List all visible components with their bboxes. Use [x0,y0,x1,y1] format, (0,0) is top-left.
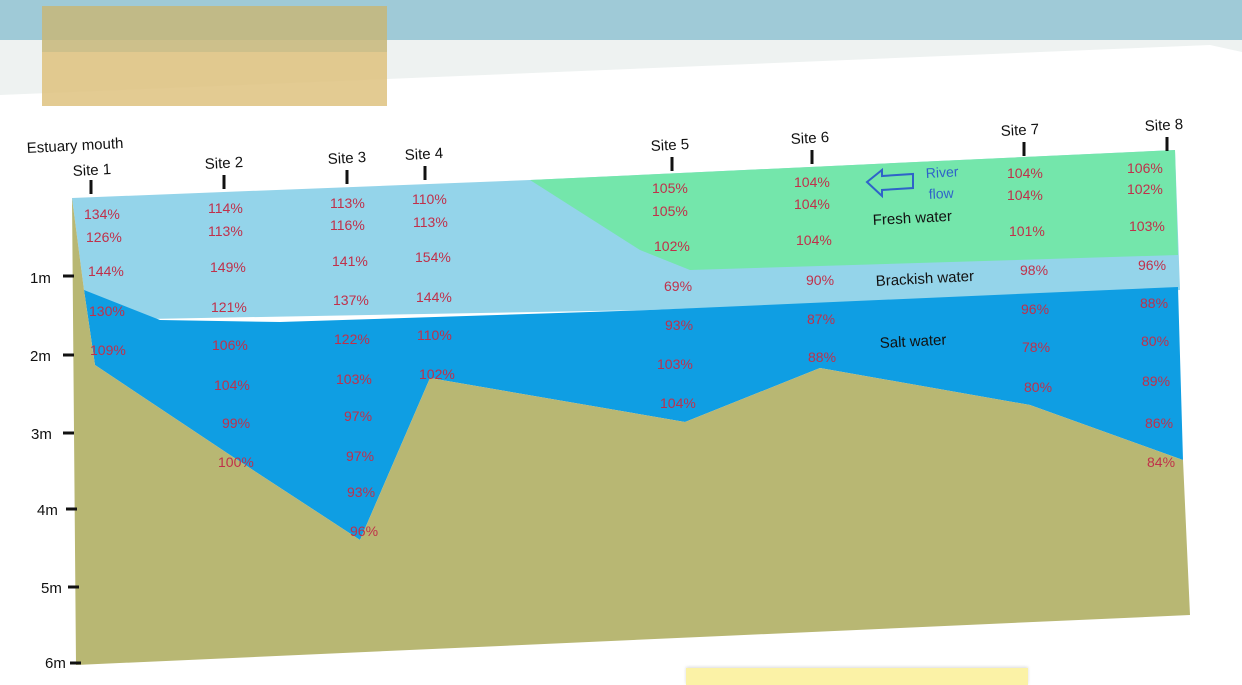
reading: 87% [807,311,835,327]
reading: 103% [1129,218,1165,234]
site-markers: Estuary mouth Site 1 Site 2 Site 3 Site … [26,116,1184,194]
reading: 113% [208,223,243,239]
reading: 90% [806,272,834,288]
site-label-8: Site 8 [1144,116,1183,135]
reading: 104% [1007,165,1043,181]
site-label-6: Site 6 [790,129,829,148]
reading: 89% [1142,373,1170,389]
masking-tape [42,6,387,106]
site-label-2: Site 2 [204,154,243,173]
reading: 105% [652,180,688,196]
depth-label-2m: 2m [30,348,51,365]
reading: 88% [1140,295,1168,311]
left-arrow-icon [865,167,914,199]
site-label-1: Site 1 [72,161,111,180]
depth-label-4m: 4m [37,502,58,519]
salt-water-label: Salt water [879,332,947,352]
reading: 99% [222,415,250,431]
brackish-water-label: Brackish water [875,268,974,290]
reading: 69% [664,278,692,294]
reading: 101% [1009,223,1045,239]
reading: 154% [415,249,451,265]
reading: 104% [794,196,830,212]
sticky-note [686,668,1028,685]
reading: 104% [794,174,830,190]
estuary-mouth-label: Estuary mouth [26,135,123,157]
reading: 126% [86,229,122,245]
depth-label-5m: 5m [41,580,62,597]
sediment-region [72,198,1190,665]
reading: 80% [1024,379,1052,395]
site-label-5: Site 5 [650,136,689,155]
reading: 113% [330,195,365,211]
site-label-3: Site 3 [327,149,366,168]
reading: 110% [412,191,447,207]
reading: 104% [1007,187,1043,203]
reading: 104% [214,377,250,393]
reading: 98% [1020,262,1048,278]
reading: 103% [336,371,372,387]
readings: 134% 126% 144% 130% 109% 114% 113% 149% … [84,160,1175,539]
reading: 96% [1138,257,1166,273]
river-flow-indicator: River flow [865,163,959,202]
depth-label-1m: 1m [30,270,51,287]
salt-water-region [84,287,1183,540]
reading: 116% [330,217,365,233]
reading: 105% [652,203,688,219]
depth-axis: 1m 2m 3m 4m 5m 6m [30,270,81,672]
reading: 144% [88,263,124,279]
reading: 100% [218,454,254,470]
fresh-water-label: Fresh water [872,208,952,229]
reading: 149% [210,259,246,275]
reading: 137% [333,292,369,308]
reading: 114% [208,200,243,216]
reading: 80% [1141,333,1169,349]
site-label-4: Site 4 [404,145,443,164]
reading: 97% [344,408,372,424]
fresh-water-region [530,150,1178,270]
river-flow-label-line2: flow [928,185,955,202]
reading: 109% [90,342,126,358]
reading: 141% [332,253,368,269]
reading: 84% [1147,454,1175,470]
reading: 103% [657,356,693,372]
depth-label-3m: 3m [31,426,52,443]
reading: 102% [654,238,690,254]
reading: 78% [1022,339,1050,355]
reading: 86% [1145,415,1173,431]
reading: 144% [416,289,452,305]
reading: 113% [413,214,448,230]
reading: 130% [89,303,125,319]
river-flow-label-line1: River [925,163,959,181]
reading: 93% [347,484,375,500]
reading: 121% [211,299,247,315]
reading: 102% [419,366,455,382]
reading: 104% [660,395,696,411]
reading: 96% [1021,301,1049,317]
reading: 122% [334,331,370,347]
reading: 134% [84,206,120,222]
reading: 88% [808,349,836,365]
reading: 106% [1127,160,1163,176]
reading: 110% [417,327,452,343]
site-label-7: Site 7 [1000,121,1039,140]
reading: 102% [1127,181,1163,197]
reading: 104% [796,232,832,248]
reading: 97% [346,448,374,464]
depth-label-6m: 6m [45,655,66,672]
reading: 106% [212,337,248,353]
reading: 93% [665,317,693,333]
reading: 96% [350,523,378,539]
